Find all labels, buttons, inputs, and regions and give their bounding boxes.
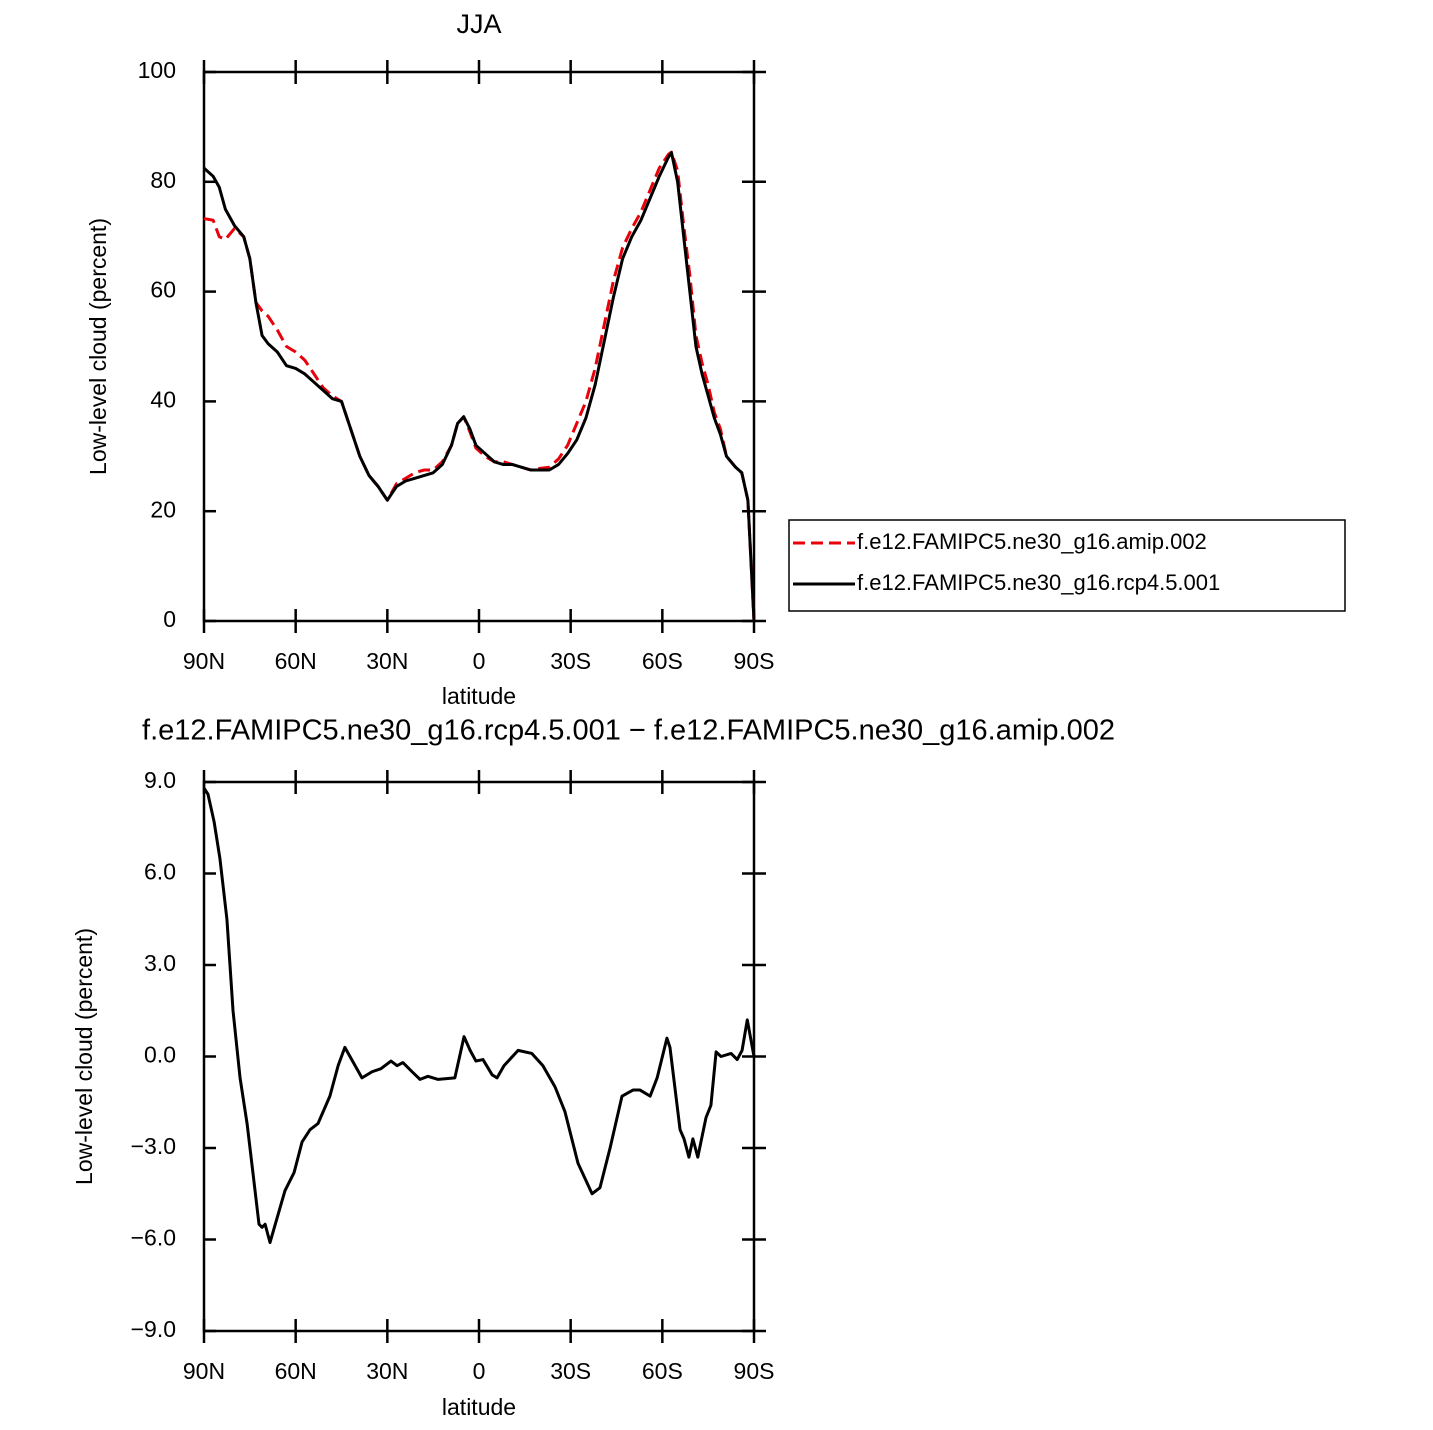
x-tick-label: 90S	[734, 1358, 775, 1384]
x-tick-label: 30S	[550, 1358, 591, 1384]
data-line	[203, 150, 756, 622]
x-axis-label: latitude	[442, 683, 516, 709]
x-tick-label: 60N	[275, 648, 317, 674]
y-tick-label: 20	[150, 496, 176, 522]
data-line	[202, 151, 756, 622]
x-tick-label: 60S	[642, 648, 683, 674]
x-tick-label: 30N	[366, 648, 408, 674]
x-tick-label: 60S	[642, 1358, 683, 1384]
y-tick-label: 9.0	[144, 767, 176, 793]
x-axis-label: latitude	[442, 1394, 516, 1420]
x-tick-label: 0	[473, 648, 486, 674]
y-tick-label: 60	[150, 277, 176, 303]
chart-title: JJA	[456, 9, 501, 39]
x-tick-label: 60N	[275, 1358, 317, 1384]
y-tick-label: 0	[163, 606, 176, 632]
x-tick-label: 90S	[734, 648, 775, 674]
y-axis-label: Low-level cloud (percent)	[85, 218, 111, 475]
x-tick-label: 90N	[183, 648, 225, 674]
y-tick-label: 80	[150, 167, 176, 193]
legend-label: f.e12.FAMIPC5.ne30_g16.rcp4.5.001	[857, 570, 1220, 595]
y-tick-label: 0.0	[144, 1042, 176, 1068]
y-tick-label: −3.0	[131, 1133, 176, 1159]
x-tick-label: 0	[473, 1358, 486, 1384]
y-tick-label: 100	[138, 57, 176, 83]
y-axis-label: Low-level cloud (percent)	[71, 928, 97, 1185]
y-tick-label: 6.0	[144, 859, 176, 885]
y-tick-label: 40	[150, 386, 176, 412]
y-tick-label: −6.0	[131, 1225, 176, 1251]
y-tick-label: −9.0	[131, 1316, 176, 1342]
legend-label: f.e12.FAMIPC5.ne30_g16.amip.002	[857, 529, 1207, 554]
chart-title: f.e12.FAMIPC5.ne30_g16.rcp4.5.001 − f.e1…	[142, 715, 1115, 747]
x-tick-label: 30N	[366, 1358, 408, 1384]
data-line	[202, 787, 756, 1245]
x-tick-label: 30S	[550, 648, 591, 674]
legend-box	[788, 519, 1346, 612]
y-tick-label: 3.0	[144, 950, 176, 976]
x-tick-label: 90N	[183, 1358, 225, 1384]
